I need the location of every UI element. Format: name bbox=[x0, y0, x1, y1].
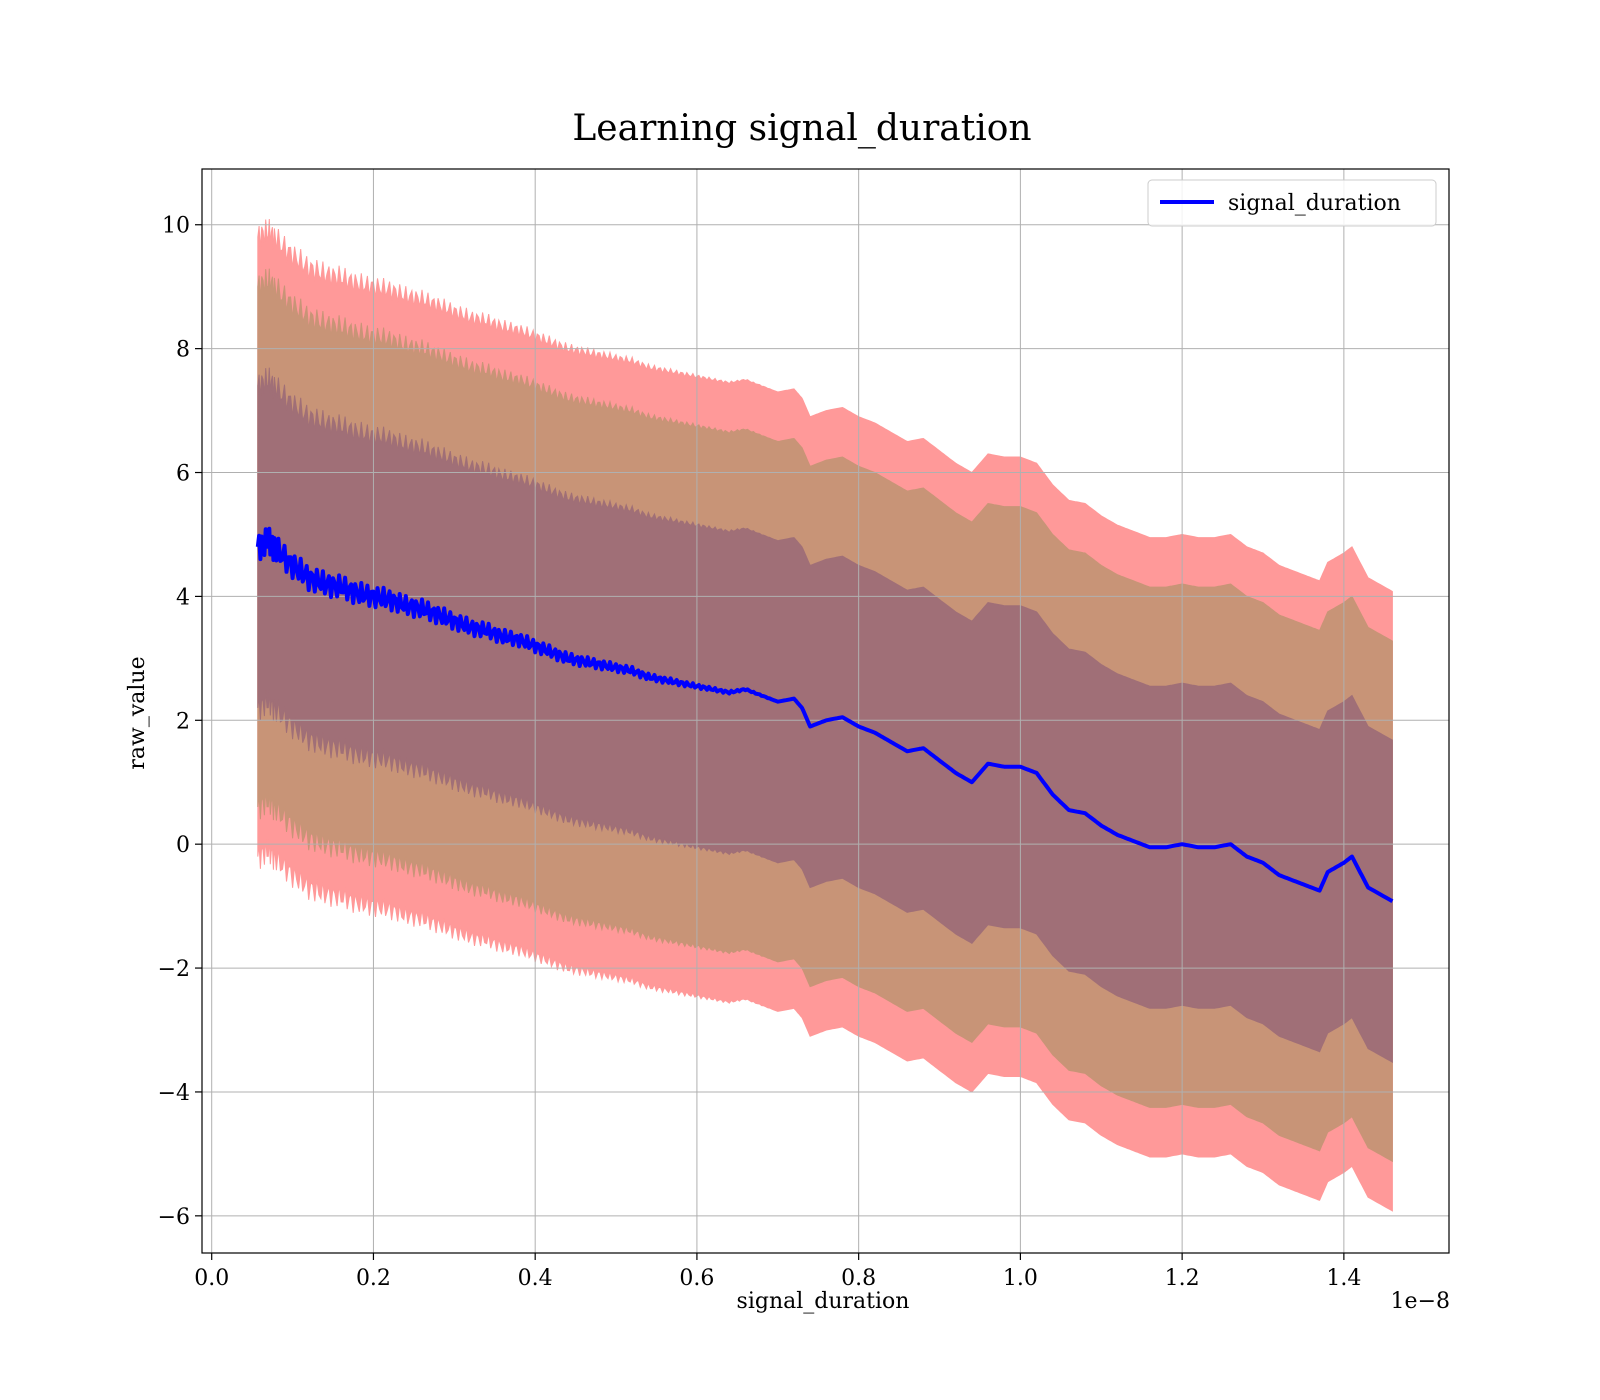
y-tick-label: −6 bbox=[158, 1205, 190, 1230]
x-tick-label: 0.4 bbox=[518, 1266, 553, 1291]
band-inner bbox=[257, 367, 1393, 1064]
x-tick-label: 1.4 bbox=[1326, 1266, 1361, 1291]
y-tick-label: 10 bbox=[162, 214, 190, 239]
confidence-bands bbox=[257, 218, 1393, 1212]
x-tick-label: 0.0 bbox=[194, 1266, 229, 1291]
y-tick-label: 0 bbox=[176, 833, 190, 858]
y-tick-label: 2 bbox=[176, 709, 190, 734]
series-line-signal-duration bbox=[255, 526, 1394, 903]
x-axis-offset-label: 1e−8 bbox=[1391, 1289, 1450, 1314]
y-axis-ticks: −6 −4 −2 0 2 4 6 8 10 bbox=[158, 214, 202, 1230]
x-axis-label: signal_duration bbox=[737, 1289, 910, 1314]
y-axis-label: raw_value bbox=[125, 656, 150, 769]
y-tick-label: 4 bbox=[176, 585, 190, 610]
chart-title: Learning signal_duration bbox=[572, 108, 1031, 149]
x-tick-label: 0.8 bbox=[841, 1266, 876, 1291]
y-tick-label: −4 bbox=[158, 1081, 190, 1106]
x-tick-label: 0.2 bbox=[356, 1266, 391, 1291]
legend-label-signal-duration: signal_duration bbox=[1228, 191, 1401, 216]
x-tick-label: 1.2 bbox=[1165, 1266, 1200, 1291]
x-tick-label: 1.0 bbox=[1003, 1266, 1038, 1291]
y-tick-label: 6 bbox=[176, 462, 190, 487]
plot-area bbox=[201, 168, 1450, 1254]
legend-box bbox=[1147, 179, 1437, 227]
x-tick-label: 0.6 bbox=[679, 1266, 714, 1291]
series-lines bbox=[255, 526, 1394, 903]
y-tick-label: 8 bbox=[176, 338, 190, 363]
legend: signal_duration bbox=[1147, 179, 1437, 227]
y-tick-label: −2 bbox=[158, 957, 190, 982]
axes-frame bbox=[201, 168, 1450, 1254]
x-axis-ticks: 0.0 0.2 0.4 0.6 0.8 1.0 1.2 1.4 bbox=[194, 1253, 1361, 1291]
